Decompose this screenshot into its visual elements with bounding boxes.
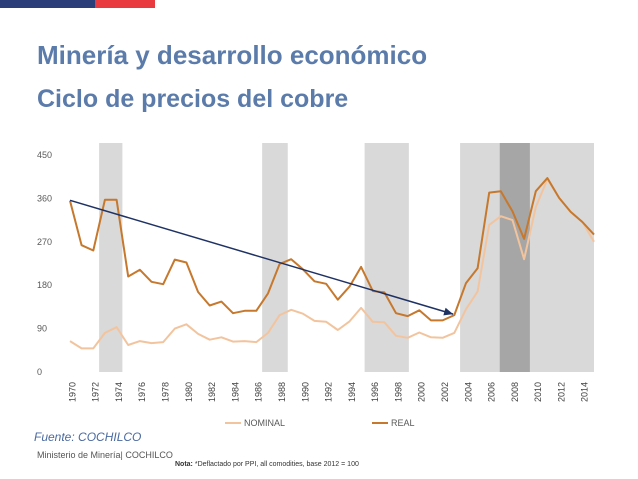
page-subtitle: Ciclo de precios del cobre	[37, 85, 349, 113]
shaded-period-1	[262, 143, 288, 372]
y-tick-label: 450	[37, 150, 52, 160]
footnote: Nota: *Deflactado por PPI, all comoditie…	[175, 461, 359, 468]
y-tick-label: 180	[37, 280, 52, 290]
x-tick-label: 2002	[440, 382, 450, 402]
x-tick-label: 1986	[254, 382, 264, 402]
footnote-text: *Deflactado por PPI, all comodities, bas…	[194, 461, 359, 468]
shaded-period-2	[364, 143, 409, 372]
flag-bar-blue	[0, 0, 95, 8]
x-tick-label: 2006	[487, 382, 497, 402]
shaded-period-5	[529, 143, 594, 372]
x-tick-label: 2004	[463, 382, 473, 402]
x-tick-label: 2010	[533, 382, 543, 402]
x-tick-label: 1990	[300, 382, 310, 402]
x-tick-label: 1978	[161, 382, 171, 402]
y-tick-label: 0	[37, 367, 42, 377]
x-tick-label: 1994	[347, 382, 357, 402]
x-tick-label: 1996	[370, 382, 380, 402]
x-tick-label: 1998	[393, 382, 403, 402]
footnote-label: Nota:	[175, 461, 193, 468]
x-tick-label: 1970	[67, 382, 77, 402]
x-tick-label: 1976	[137, 382, 147, 402]
x-tick-label: 1992	[324, 382, 334, 402]
series-line-real	[69, 177, 595, 322]
y-tick-label: 360	[37, 193, 52, 203]
page-title: Minería y desarrollo económico	[37, 40, 428, 70]
x-tick-label: 1980	[184, 382, 194, 402]
series-line-nominal	[69, 178, 595, 350]
y-tick-label: 270	[37, 237, 52, 247]
x-tick-label: 2008	[510, 382, 520, 402]
trend-arrow-head	[443, 307, 454, 316]
source-caption: Fuente: COCHILCO	[34, 430, 142, 444]
x-tick-label: 1972	[91, 382, 101, 402]
legend-label-nominal: NOMINAL	[244, 418, 285, 428]
x-tick-label: 1974	[114, 382, 124, 402]
x-tick-label: 1988	[277, 382, 287, 402]
y-tick-label: 90	[37, 324, 47, 334]
legend-label-real: REAL	[391, 418, 415, 428]
x-tick-label: 2000	[417, 382, 427, 402]
organization-label: Ministerio de Minería| COCHILCO	[37, 450, 173, 460]
shaded-period-0	[99, 143, 123, 372]
x-tick-label: 2014	[580, 382, 590, 402]
trend-arrow-line	[69, 199, 454, 315]
x-tick-label: 2012	[556, 382, 566, 402]
flag-bar-red	[95, 0, 155, 8]
x-tick-label: 1982	[207, 382, 217, 402]
x-tick-label: 1984	[230, 382, 240, 402]
